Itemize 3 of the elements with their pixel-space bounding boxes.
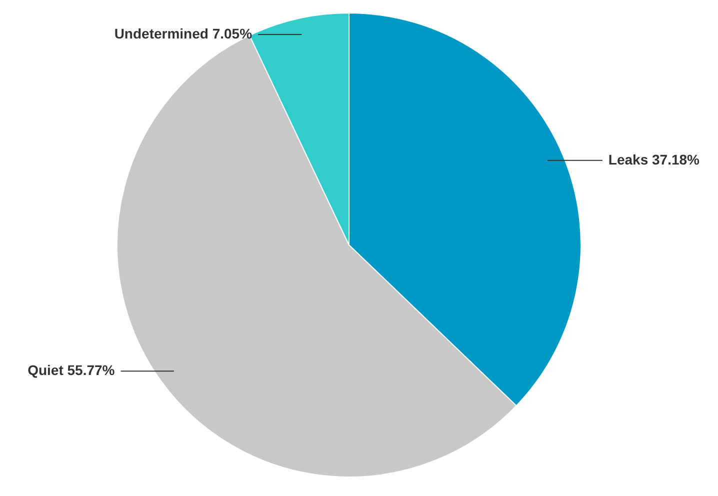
slice-label: Leaks 37.18% [608,151,700,168]
slice-label: Undetermined 7.05% [114,26,253,42]
slice-label: Quiet 55.77% [28,362,116,378]
